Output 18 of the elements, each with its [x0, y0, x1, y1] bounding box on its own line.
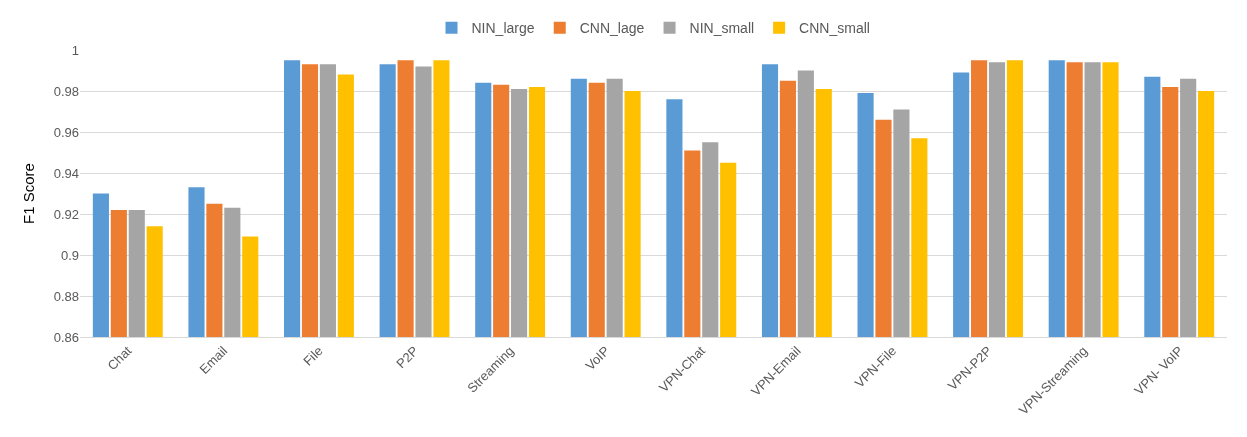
y-tick-label: 0.86: [53, 329, 79, 345]
legend-label: NIN_large: [471, 20, 535, 37]
legend-label: CNN_small: [799, 20, 870, 37]
y-tick-label: 0.98: [53, 83, 79, 99]
x-tick-label: P2P: [393, 343, 422, 372]
y-axis-title: F1 Score: [19, 163, 37, 224]
y-tick-label: 0.94: [53, 165, 79, 181]
y-tick-label: 0.9: [60, 247, 79, 263]
legend-label: NIN_small: [689, 20, 755, 37]
x-tick-label: VPN- VoIP: [1131, 343, 1186, 398]
y-tick-label: 0.92: [53, 206, 79, 222]
x-tick-label: File: [300, 343, 326, 369]
y-tick-label: 0.96: [53, 124, 79, 140]
x-tick-label: VoIP: [582, 343, 613, 374]
x-tick-label: Chat: [104, 342, 135, 374]
y-tick-label: 1: [71, 42, 79, 58]
legend-label: CNN_lage: [579, 20, 645, 37]
y-tick-label: 0.88: [53, 288, 79, 304]
